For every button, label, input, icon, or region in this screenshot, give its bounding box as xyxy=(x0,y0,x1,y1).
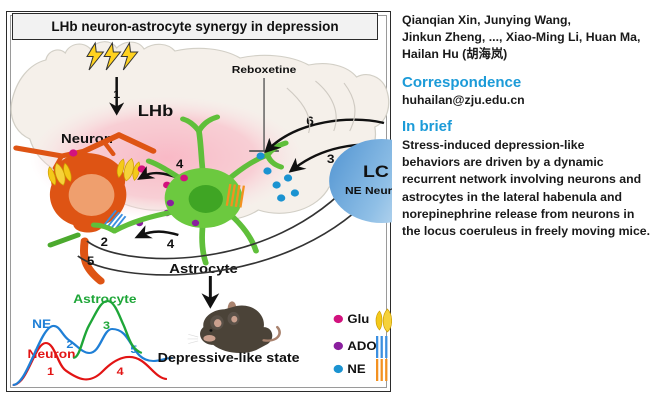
svg-text:Depressive-like state: Depressive-like state xyxy=(158,351,300,365)
svg-text:1: 1 xyxy=(47,365,54,378)
svg-text:3: 3 xyxy=(327,152,335,166)
svg-text:5: 5 xyxy=(87,255,94,268)
svg-text:Astrocyte: Astrocyte xyxy=(73,292,136,306)
svg-text:4: 4 xyxy=(167,238,174,251)
svg-text:NE: NE xyxy=(347,363,365,376)
svg-text:Reboxetine: Reboxetine xyxy=(232,65,297,76)
svg-text:Glu: Glu xyxy=(347,313,369,326)
svg-text:NE Neuron: NE Neuron xyxy=(345,186,392,197)
svg-text:2: 2 xyxy=(66,338,73,351)
svg-text:3: 3 xyxy=(103,319,110,332)
svg-text:ADO: ADO xyxy=(347,340,377,353)
svg-text:2: 2 xyxy=(101,236,108,249)
svg-text:LC: LC xyxy=(363,161,389,181)
svg-text:LHb: LHb xyxy=(138,101,173,120)
svg-text:4: 4 xyxy=(176,158,183,171)
svg-text:4: 4 xyxy=(117,365,124,378)
